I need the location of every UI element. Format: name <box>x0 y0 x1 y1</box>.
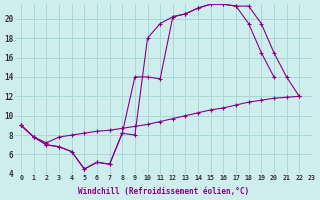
X-axis label: Windchill (Refroidissement éolien,°C): Windchill (Refroidissement éolien,°C) <box>78 187 249 196</box>
